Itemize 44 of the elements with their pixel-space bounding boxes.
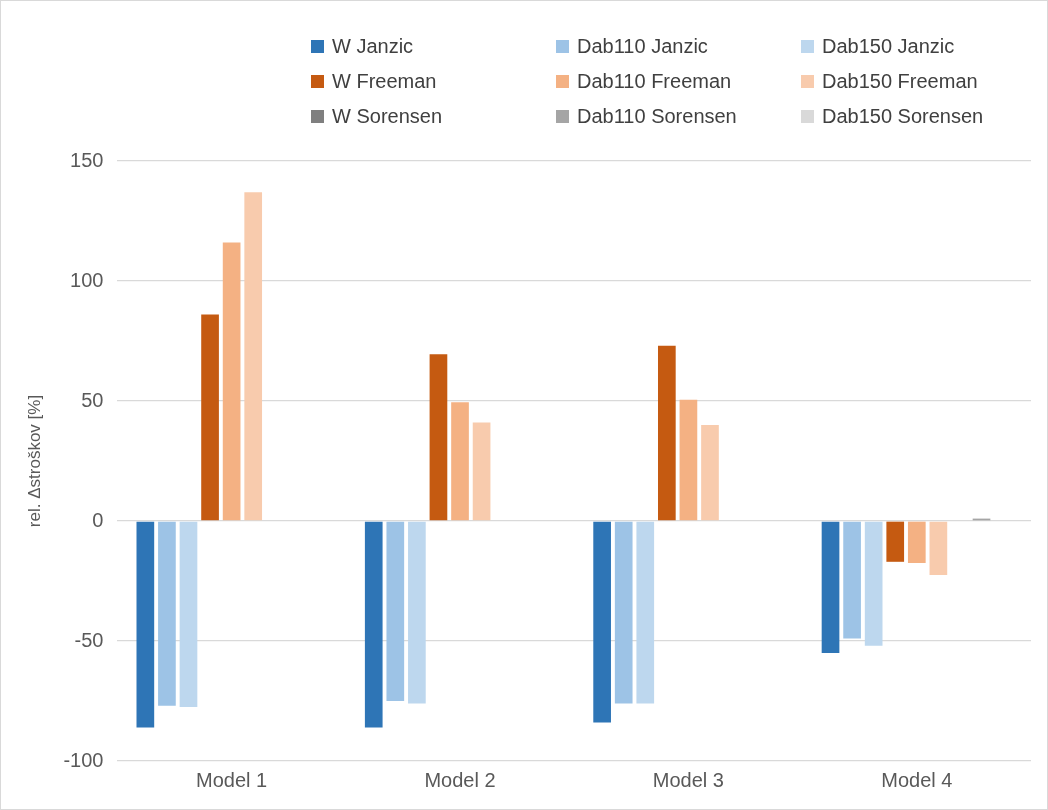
x-tick-label: Model 2: [424, 768, 496, 791]
bar: [429, 354, 448, 521]
legend-label: W Freeman: [331, 70, 438, 93]
legend-label: Dab150 Janzic: [821, 35, 956, 58]
x-tick-label: Model 3: [652, 768, 724, 791]
y-tick-label: 150: [70, 148, 104, 171]
bar: [929, 521, 948, 575]
y-tick-label: -100: [63, 748, 104, 771]
bar: [158, 521, 176, 706]
y-tick-label: 0: [92, 508, 104, 531]
bar: [821, 521, 840, 653]
bar: [179, 521, 198, 707]
legend-label: Dab110 Freeman: [576, 70, 733, 93]
bar: [701, 425, 719, 521]
bar: [864, 521, 883, 646]
bar: [222, 242, 241, 521]
bar: [386, 521, 405, 701]
y-axis-title: rel. Δstroškov [%]: [24, 394, 44, 528]
legend-label: Dab110 Sorensen: [576, 105, 738, 128]
bar: [636, 521, 655, 704]
x-tick-label: Model 4: [881, 768, 953, 791]
bar: [907, 521, 926, 563]
y-tick-label: 100: [70, 268, 104, 291]
legend-label: W Janzic: [331, 35, 415, 58]
bar: [679, 399, 698, 521]
y-tick-label: -50: [74, 628, 104, 651]
bar: [593, 521, 611, 723]
bar: [614, 521, 633, 704]
legend-label: Dab110 Janzic: [576, 35, 709, 58]
bar: [408, 521, 426, 704]
legend-label: Dab150 Freeman: [821, 70, 979, 93]
bar: [843, 521, 861, 639]
y-tick-label: 50: [81, 388, 104, 411]
bar: [136, 521, 155, 728]
bar: [244, 192, 263, 521]
bar: [451, 402, 469, 521]
bar: [658, 345, 676, 521]
legend-label: Dab150 Sorensen: [821, 105, 985, 128]
bar: [201, 314, 219, 521]
bar: [472, 422, 491, 521]
legend-label: W Sorensen: [331, 105, 444, 128]
x-tick-label: Model 1: [196, 768, 268, 791]
bar: [364, 521, 383, 728]
bar: [886, 521, 905, 562]
